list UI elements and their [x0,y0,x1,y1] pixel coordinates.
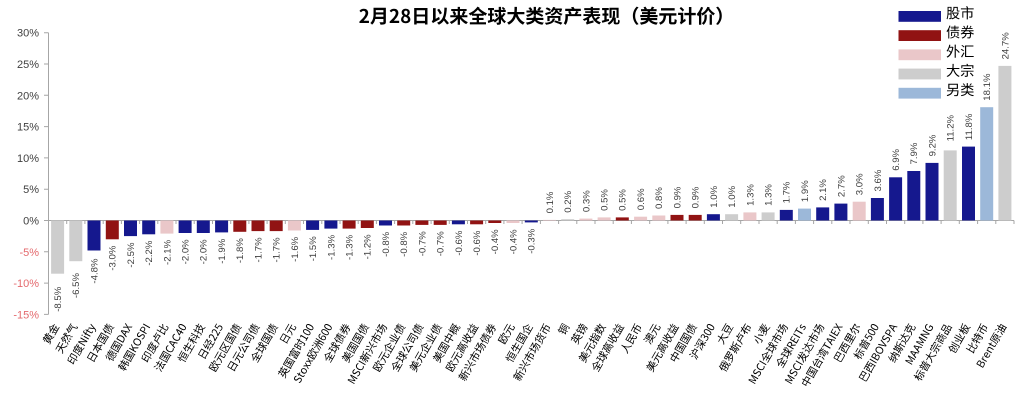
svg-text:11.8%: 11.8% [964,113,975,140]
svg-text:25%: 25% [17,59,39,71]
svg-text:1.3%: 1.3% [745,184,756,206]
svg-text:-1.6%: -1.6% [290,236,301,262]
svg-text:-8.5%: -8.5% [53,286,64,312]
svg-text:-0.6%: -0.6% [472,230,483,256]
svg-text:0.2%: 0.2% [563,190,574,212]
svg-text:-0.4%: -0.4% [508,229,519,255]
svg-text:-1.7%: -1.7% [253,237,264,263]
svg-text:0.9%: 0.9% [691,186,702,208]
svg-text:-1.3%: -1.3% [326,234,337,260]
svg-text:3.0%: 3.0% [855,173,866,195]
svg-text:0.5%: 0.5% [618,189,629,211]
svg-text:0.8%: 0.8% [654,187,665,209]
svg-text:-2.1%: -2.1% [162,239,173,265]
svg-text:-1.9%: -1.9% [217,238,228,264]
svg-text:18.1%: 18.1% [982,73,993,101]
svg-text:-6.5%: -6.5% [71,273,82,299]
svg-text:-2.5%: -2.5% [126,242,137,268]
svg-text:0.6%: 0.6% [636,188,647,210]
svg-text:1.3%: 1.3% [764,184,775,206]
svg-text:1.0%: 1.0% [709,185,720,207]
svg-text:11.2%: 11.2% [946,114,957,141]
svg-text:30%: 30% [17,28,39,40]
svg-text:-5%: -5% [19,247,39,259]
svg-text:15%: 15% [17,122,39,134]
svg-text:9.2%: 9.2% [927,134,938,156]
svg-text:6.9%: 6.9% [891,148,902,170]
svg-text:-3.0%: -3.0% [108,245,119,271]
svg-text:-0.7%: -0.7% [417,231,428,257]
svg-text:1.7%: 1.7% [782,181,793,203]
svg-text:-1.7%: -1.7% [272,237,283,263]
svg-text:2.7%: 2.7% [836,175,847,197]
svg-text:24.7%: 24.7% [1000,32,1011,60]
svg-text:-0.8%: -0.8% [381,231,392,257]
svg-text:-0.8%: -0.8% [399,231,410,257]
svg-text:3.6%: 3.6% [873,169,884,191]
svg-text:0.1%: 0.1% [545,191,556,213]
svg-text:-1.8%: -1.8% [235,238,246,264]
svg-text:2.1%: 2.1% [818,179,829,201]
svg-text:-2.0%: -2.0% [181,239,192,265]
svg-text:-1.2%: -1.2% [363,234,374,260]
svg-text:-0.4%: -0.4% [490,229,501,255]
svg-text:7.9%: 7.9% [909,142,920,164]
svg-text:-15%: -15% [13,309,39,321]
svg-text:0.9%: 0.9% [672,186,683,208]
svg-text:10%: 10% [17,153,39,165]
svg-text:-0.6%: -0.6% [454,230,465,256]
svg-text:-2.0%: -2.0% [199,239,210,265]
svg-text:-0.3%: -0.3% [527,228,538,254]
svg-text:1.9%: 1.9% [800,180,811,202]
svg-text:20%: 20% [17,90,39,102]
svg-text:-10%: -10% [13,278,39,290]
svg-text:1.0%: 1.0% [727,185,738,207]
svg-text:-0.7%: -0.7% [436,231,447,257]
svg-text:-1.5%: -1.5% [308,236,319,262]
svg-text:-1.3%: -1.3% [345,234,356,260]
svg-text:0.3%: 0.3% [581,190,592,212]
svg-text:0%: 0% [23,216,39,228]
svg-text:-4.8%: -4.8% [89,258,100,284]
svg-text:-2.2%: -2.2% [144,240,155,266]
svg-text:0.5%: 0.5% [600,189,611,211]
svg-text:5%: 5% [23,184,39,196]
